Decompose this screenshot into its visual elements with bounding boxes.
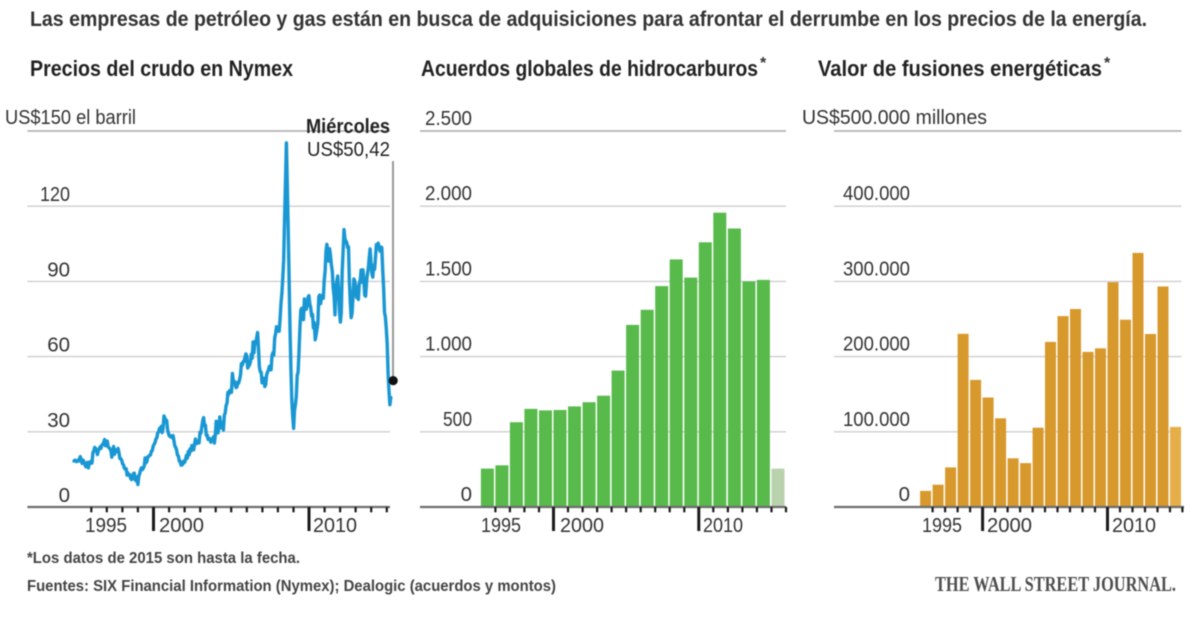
svg-text:*Los datos de 2015 son hasta l: *Los datos de 2015 son hasta la fecha. <box>27 550 300 567</box>
svg-text:1.500: 1.500 <box>425 257 472 280</box>
svg-text:Las empresas de petróleo y gas: Las empresas de petróleo y gas están en … <box>30 8 1147 31</box>
svg-text:2.500: 2.500 <box>425 107 472 130</box>
svg-text:2000: 2000 <box>159 514 204 537</box>
svg-text:1995: 1995 <box>481 514 521 537</box>
svg-text:US$150 el barril: US$150 el barril <box>5 106 136 129</box>
svg-text:0: 0 <box>461 483 472 506</box>
svg-text:2010: 2010 <box>313 514 357 537</box>
svg-text:30: 30 <box>47 409 70 432</box>
svg-text:Miércoles: Miércoles <box>306 115 390 138</box>
svg-text:2010: 2010 <box>1112 514 1156 537</box>
svg-text:Valor de fusiones energéticas: Valor de fusiones energéticas <box>818 56 1102 81</box>
svg-text:US$50,42: US$50,42 <box>307 138 390 161</box>
svg-text:Precios del crudo en Nymex: Precios del crudo en Nymex <box>30 56 294 81</box>
svg-text:0: 0 <box>59 484 70 507</box>
svg-text:2000: 2000 <box>987 514 1032 537</box>
svg-text:0: 0 <box>899 483 910 506</box>
svg-text:*: * <box>1104 55 1111 72</box>
svg-text:US$500.000 millones: US$500.000 millones <box>802 106 987 129</box>
svg-text:100.000: 100.000 <box>843 408 910 431</box>
svg-text:Acuerdos globales de hidrocarb: Acuerdos globales de hidrocarburos <box>421 56 758 81</box>
svg-text:90: 90 <box>47 258 70 281</box>
svg-text:200.000: 200.000 <box>843 333 910 356</box>
svg-text:300.000: 300.000 <box>843 257 910 280</box>
svg-text:1.000: 1.000 <box>425 333 472 356</box>
svg-text:Fuentes: SIX Financial Informa: Fuentes: SIX Financial Information (Nyme… <box>27 578 556 595</box>
svg-text:500: 500 <box>443 408 472 431</box>
svg-text:400.000: 400.000 <box>843 182 910 205</box>
svg-text:2010: 2010 <box>703 514 743 537</box>
svg-text:THE WALL STREET JOURNAL.: THE WALL STREET JOURNAL. <box>935 572 1176 596</box>
svg-text:*: * <box>760 55 767 72</box>
svg-text:1995: 1995 <box>922 514 962 537</box>
svg-text:60: 60 <box>47 334 70 357</box>
svg-text:120: 120 <box>40 183 70 206</box>
svg-text:2000: 2000 <box>560 514 604 537</box>
svg-text:2.000: 2.000 <box>425 182 472 205</box>
svg-text:1995: 1995 <box>85 514 127 537</box>
